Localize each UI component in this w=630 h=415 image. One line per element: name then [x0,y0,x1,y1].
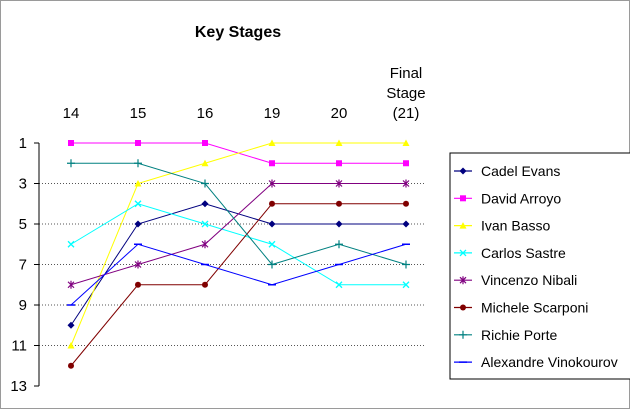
ivan-basso-point [134,180,142,187]
legend-item-richie-porte: Richie Porte [454,327,557,343]
series-carlos-sastre [67,200,410,289]
series-cadel-evans [67,200,410,329]
series-richie-porte [67,159,410,269]
legend-label: Vincenzo Nibali [481,272,577,288]
legend-item-alexandre-vinokourov: Alexandre Vinokourov [454,354,618,370]
cadel-evans-point [201,200,209,208]
cadel-evans-point [335,220,343,228]
series-alexandre-vinokourov [67,243,410,306]
vincenzo-nibali-point [134,260,142,269]
michele-scarponi-point [135,281,141,288]
y-tick-label: 3 [19,176,27,193]
carlos-sastre-point [134,200,142,208]
series-vincenzo-nibali [67,179,410,289]
cadel-evans-point [402,220,410,228]
michele-scarponi-point [68,362,74,369]
legend-carlos-sastre-point [459,249,467,257]
x-tick-label: 19 [264,105,281,122]
david-arroyo-point [68,140,74,146]
vincenzo-nibali-point [201,240,209,249]
x-axis-labels: 14 15 16 19 20 Final Stage (21) [63,65,426,122]
richie-porte-point [268,260,276,269]
y-tick-label: 9 [19,297,27,314]
legend-label: Michele Scarponi [481,300,588,316]
gridlines [39,183,424,346]
vincenzo-nibali-point [335,179,343,188]
vincenzo-nibali-point [67,280,75,289]
chart-title: Key Stages [195,24,281,41]
legend-vincenzo-nibali-point [459,276,467,285]
carlos-sastre-point [402,281,410,289]
david-arroyo-point [135,140,141,146]
michele-scarponi-point [403,200,409,207]
y-tick-label: 13 [10,378,27,395]
michele-scarponi-point [336,200,342,207]
legend-item-michele-scarponi: Michele Scarponi [454,300,588,316]
series-line-carlos-sastre [70,203,406,286]
carlos-sastre-point [67,240,75,248]
x-tick-label: 20 [331,105,348,122]
x-tick-label: 14 [63,105,80,122]
cadel-evans-point [134,220,142,228]
david-arroyo-point [336,160,342,167]
legend-richie-porte-point [459,330,467,339]
vincenzo-nibali-point [268,179,276,188]
ivan-basso-point [67,342,75,349]
ivan-basso-point [201,159,209,167]
legend-label: Carlos Sastre [481,245,566,261]
y-tick-label: 11 [11,338,27,355]
legend-cadel-evans-point [459,167,467,175]
legend-david-arroyo-point [460,195,466,202]
x-tick-label: 16 [197,105,214,122]
vincenzo-nibali-point [402,179,410,188]
series-line-michele-scarponi [70,203,406,367]
richie-porte-point [335,240,343,249]
richie-porte-point [67,159,75,168]
david-arroyo-point [403,160,409,167]
legend-label: Richie Porte [481,327,557,343]
legend-label: Cadel Evans [481,163,560,179]
series-line-cadel-evans [70,203,406,326]
ivan-basso-point [402,139,410,146]
legend-label: Ivan Basso [481,218,550,234]
series-line-vincenzo-nibali [70,183,406,286]
series-michele-scarponi [68,200,409,369]
richie-porte-point [134,159,142,168]
x-tick-label: 15 [130,105,147,122]
series-line-richie-porte [71,162,407,266]
david-arroyo-point [269,160,275,167]
legend-label: David Arroyo [481,190,561,206]
legend-box [449,152,630,380]
legend-item-cadel-evans: Cadel Evans [454,163,560,179]
carlos-sastre-point [335,281,343,289]
y-tick-label: 7 [19,257,27,274]
david-arroyo-point [202,140,208,146]
richie-porte-point [402,260,410,269]
cadel-evans-point [268,220,276,228]
legend-item-vincenzo-nibali: Vincenzo Nibali [454,272,577,288]
series-line-alexandre-vinokourov [70,243,407,306]
legend-item-ivan-basso: Ivan Basso [454,218,550,234]
legend-ivan-basso-point [459,222,467,229]
ivan-basso-point [335,139,343,146]
series-lines [67,139,410,369]
y-tick-label: 1 [19,135,27,152]
michele-scarponi-point [269,200,275,207]
legend-label: Alexandre Vinokourov [481,354,618,370]
cadel-evans-point [67,321,75,329]
richie-porte-point [201,179,209,188]
ivan-basso-point [268,139,276,146]
carlos-sastre-point [268,240,276,248]
y-tick-label: 5 [19,216,27,233]
carlos-sastre-point [201,220,209,228]
legend-item-carlos-sastre: Carlos Sastre [454,245,566,261]
legend-michele-scarponi-point [460,304,466,311]
legend: Cadel Evans David Arroyo Ivan Basso Carlos … [449,152,630,380]
michele-scarponi-point [202,281,208,288]
x-tick-label: Final Stage (21) [386,65,425,122]
legend-item-david-arroyo: David Arroyo [454,190,561,206]
